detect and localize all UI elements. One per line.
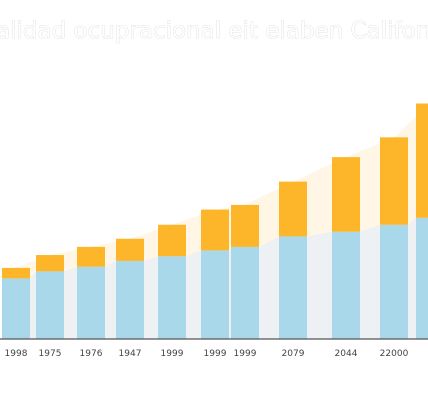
band-5 bbox=[229, 246, 231, 339]
bar-top-1 bbox=[36, 255, 64, 272]
x-tick-label-8: 2044 bbox=[335, 349, 358, 359]
x-tick-label-1: 1975 bbox=[39, 349, 62, 359]
bar-bottom-5 bbox=[201, 250, 229, 339]
band-3 bbox=[144, 256, 158, 339]
bar-bottom-6 bbox=[231, 246, 259, 339]
band-8 bbox=[360, 224, 380, 339]
bar-bottom-0 bbox=[2, 278, 30, 339]
bar-bottom-3 bbox=[116, 260, 144, 339]
bar-bottom-8 bbox=[332, 231, 360, 339]
bar-bottom-7 bbox=[279, 236, 307, 339]
x-tick-label-7: 2079 bbox=[282, 349, 305, 359]
bar-bottom-10 bbox=[416, 217, 428, 339]
x-tick-label-2: 1976 bbox=[80, 349, 103, 359]
bar-bottom-4 bbox=[158, 256, 186, 339]
x-tick-label-3: 1947 bbox=[119, 349, 142, 359]
band-7 bbox=[307, 231, 332, 339]
bar-top-7 bbox=[279, 181, 307, 237]
band-2 bbox=[105, 260, 116, 339]
bar-bottom-1 bbox=[36, 271, 64, 339]
chart-title: alidad ocupracional eit elaben Californi bbox=[0, 18, 428, 44]
x-tick-label-4: 1999 bbox=[161, 349, 184, 359]
bar-top-2 bbox=[77, 246, 105, 267]
bar-top-9 bbox=[380, 137, 408, 225]
bar-top-4 bbox=[158, 224, 186, 257]
band-0 bbox=[30, 271, 36, 339]
band-9 bbox=[408, 217, 416, 339]
band-6 bbox=[259, 236, 279, 339]
bar-top-8 bbox=[332, 157, 360, 232]
x-tick-label-9: 22000 bbox=[380, 349, 409, 359]
bar-top-5 bbox=[201, 209, 229, 251]
band-4 bbox=[186, 250, 201, 339]
x-tick-label-5: 1999 bbox=[204, 349, 227, 359]
x-tick-label-0: 1998 bbox=[5, 349, 28, 359]
bar-top-0 bbox=[2, 267, 30, 279]
bar-top-6 bbox=[231, 204, 259, 247]
bar-bottom-2 bbox=[77, 266, 105, 339]
bar-top-10 bbox=[416, 103, 428, 218]
bar-bottom-9 bbox=[380, 224, 408, 339]
band-1 bbox=[64, 266, 77, 339]
bar-top-3 bbox=[116, 238, 144, 261]
x-tick-label-6: 1999 bbox=[234, 349, 257, 359]
